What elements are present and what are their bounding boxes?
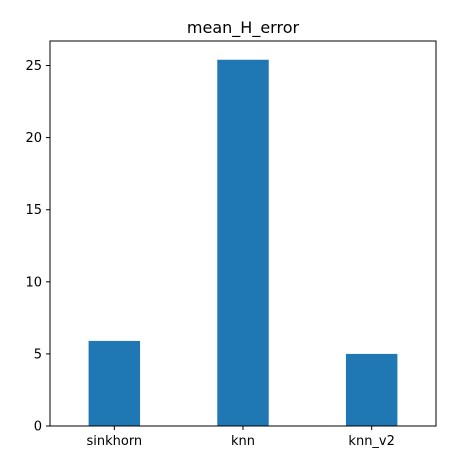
y-tick-label: 10: [25, 275, 42, 290]
chart-title: mean_H_error: [187, 18, 300, 38]
y-tick-label: 25: [25, 59, 42, 74]
y-tick-label: 15: [25, 203, 42, 218]
y-tick-label: 20: [25, 131, 42, 146]
y-tick-label: 5: [34, 347, 42, 362]
x-tick-label: sinkhorn: [86, 434, 142, 449]
bar-sinkhorn: [88, 340, 141, 426]
x-tick-label: knn_v2: [348, 434, 394, 449]
bar-knn: [217, 59, 269, 426]
x-tick-label: knn: [231, 434, 255, 449]
ticks-layer: sinkhorn knn knn_v2 0 5 10 15 20 25: [25, 59, 394, 449]
bars-layer: [88, 59, 398, 426]
bar-knn_v2: [345, 353, 398, 426]
y-tick-label: 0: [34, 420, 42, 435]
